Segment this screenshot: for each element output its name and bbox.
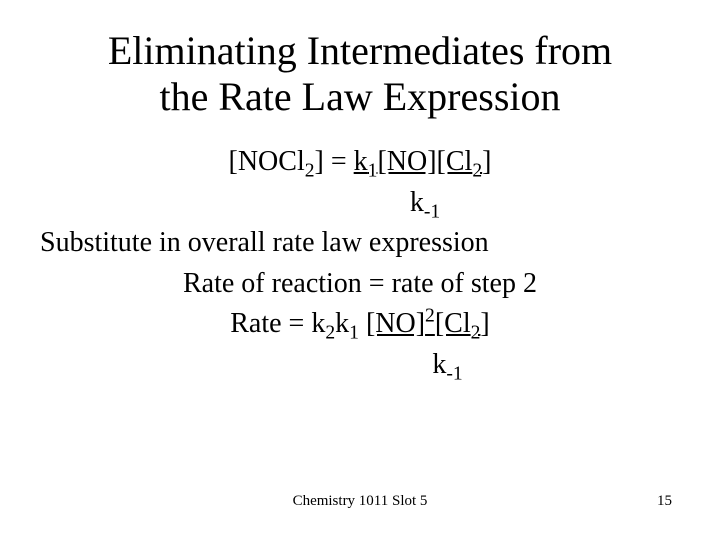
eq2-space [359,308,366,339]
footer-center: Chemistry 1011 Slot 5 [0,493,720,510]
eq1-denom: k-1 [280,183,440,224]
eq2-cl-sub: 2 [471,323,481,344]
eq2-k1-sub: 1 [349,323,359,344]
equation-1-denominator: k-1 [40,183,680,224]
eq2-no-sup: 2 [425,306,435,327]
eq2-denom-sub: -1 [446,364,462,385]
eq1-k1-sub: 1 [368,161,378,182]
eq2-prefix: Rate = k [230,308,325,339]
eq1-lhs-close: ] = [315,146,354,177]
eq2-close: ] [480,308,489,339]
eq2-numerator: [NO]2[Cl2] [366,308,490,339]
eq2-cl: [Cl [435,308,471,339]
eq1-cl-sub: 2 [472,161,482,182]
equation-2-denominator: k-1 [40,345,680,386]
slide: Eliminating Intermediates from the Rate … [0,0,720,540]
eq1-lhs-text: [NOCl [229,146,305,177]
eq2-k1: k [335,308,349,339]
eq2-k2-sub: 2 [325,323,335,344]
eq1-denom-sub: -1 [424,201,440,222]
slide-title: Eliminating Intermediates from the Rate … [0,0,720,120]
title-line-1: Eliminating Intermediates from [108,28,612,73]
eq1-lhs-sub: 2 [305,161,315,182]
eq1-k1: k [354,146,368,177]
eq1-numerator: k1[NO][Cl2] [354,146,492,177]
rate-step-line: Rate of reaction = rate of step 2 [40,264,680,305]
eq2-denom: k-1 [257,345,462,386]
equation-1: [NOCl2] = k1[NO][Cl2] [40,142,680,183]
eq2-denom-k: k [432,349,446,380]
eq2-no: [NO] [366,308,425,339]
equation-2: Rate = k2k1 [NO]2[Cl2] [40,304,680,345]
eq1-close: ] [482,146,491,177]
eq1-denom-k: k [410,187,424,218]
eq1-no-cl: [NO][Cl [377,146,472,177]
slide-body: [NOCl2] = k1[NO][Cl2] k-1 Substitute in … [0,120,720,386]
title-line-2: the Rate Law Expression [160,74,561,119]
footer-page-number: 15 [657,493,672,510]
substitute-line: Substitute in overall rate law expressio… [40,223,680,264]
eq1-lhs: [NOCl2] = [229,146,354,177]
